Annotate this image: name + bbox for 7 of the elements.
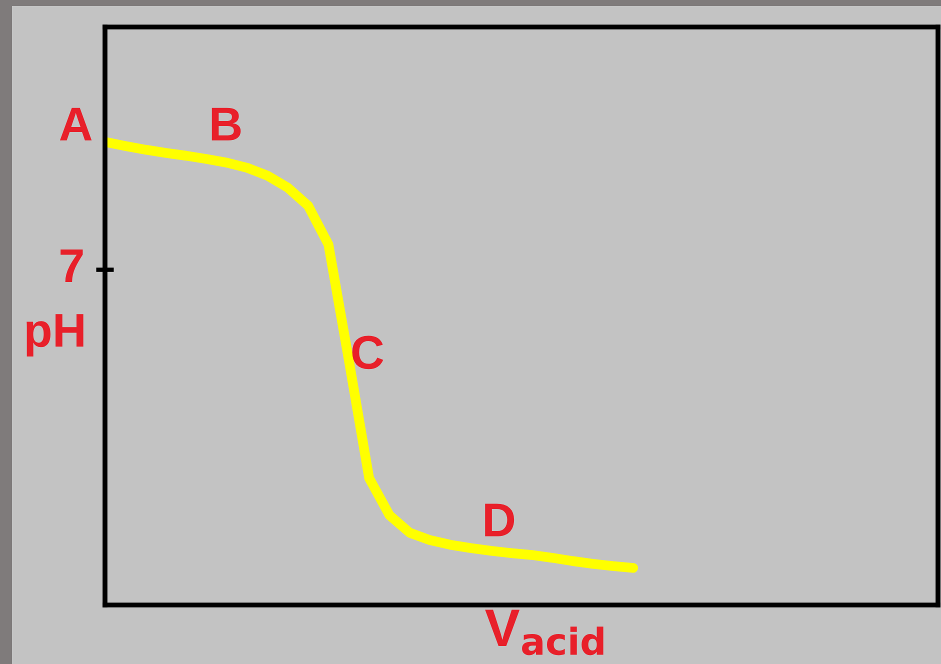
- text: A: [60, 108, 92, 140]
- x-axis-title: V$_{acid}$: [485, 610, 604, 656]
- text: B: [212, 108, 241, 140]
- annotation: C: [352, 336, 384, 370]
- y-axis-title: pH: [26, 314, 84, 356]
- annotation: D: [485, 504, 514, 536]
- text: 7: [60, 249, 83, 282]
